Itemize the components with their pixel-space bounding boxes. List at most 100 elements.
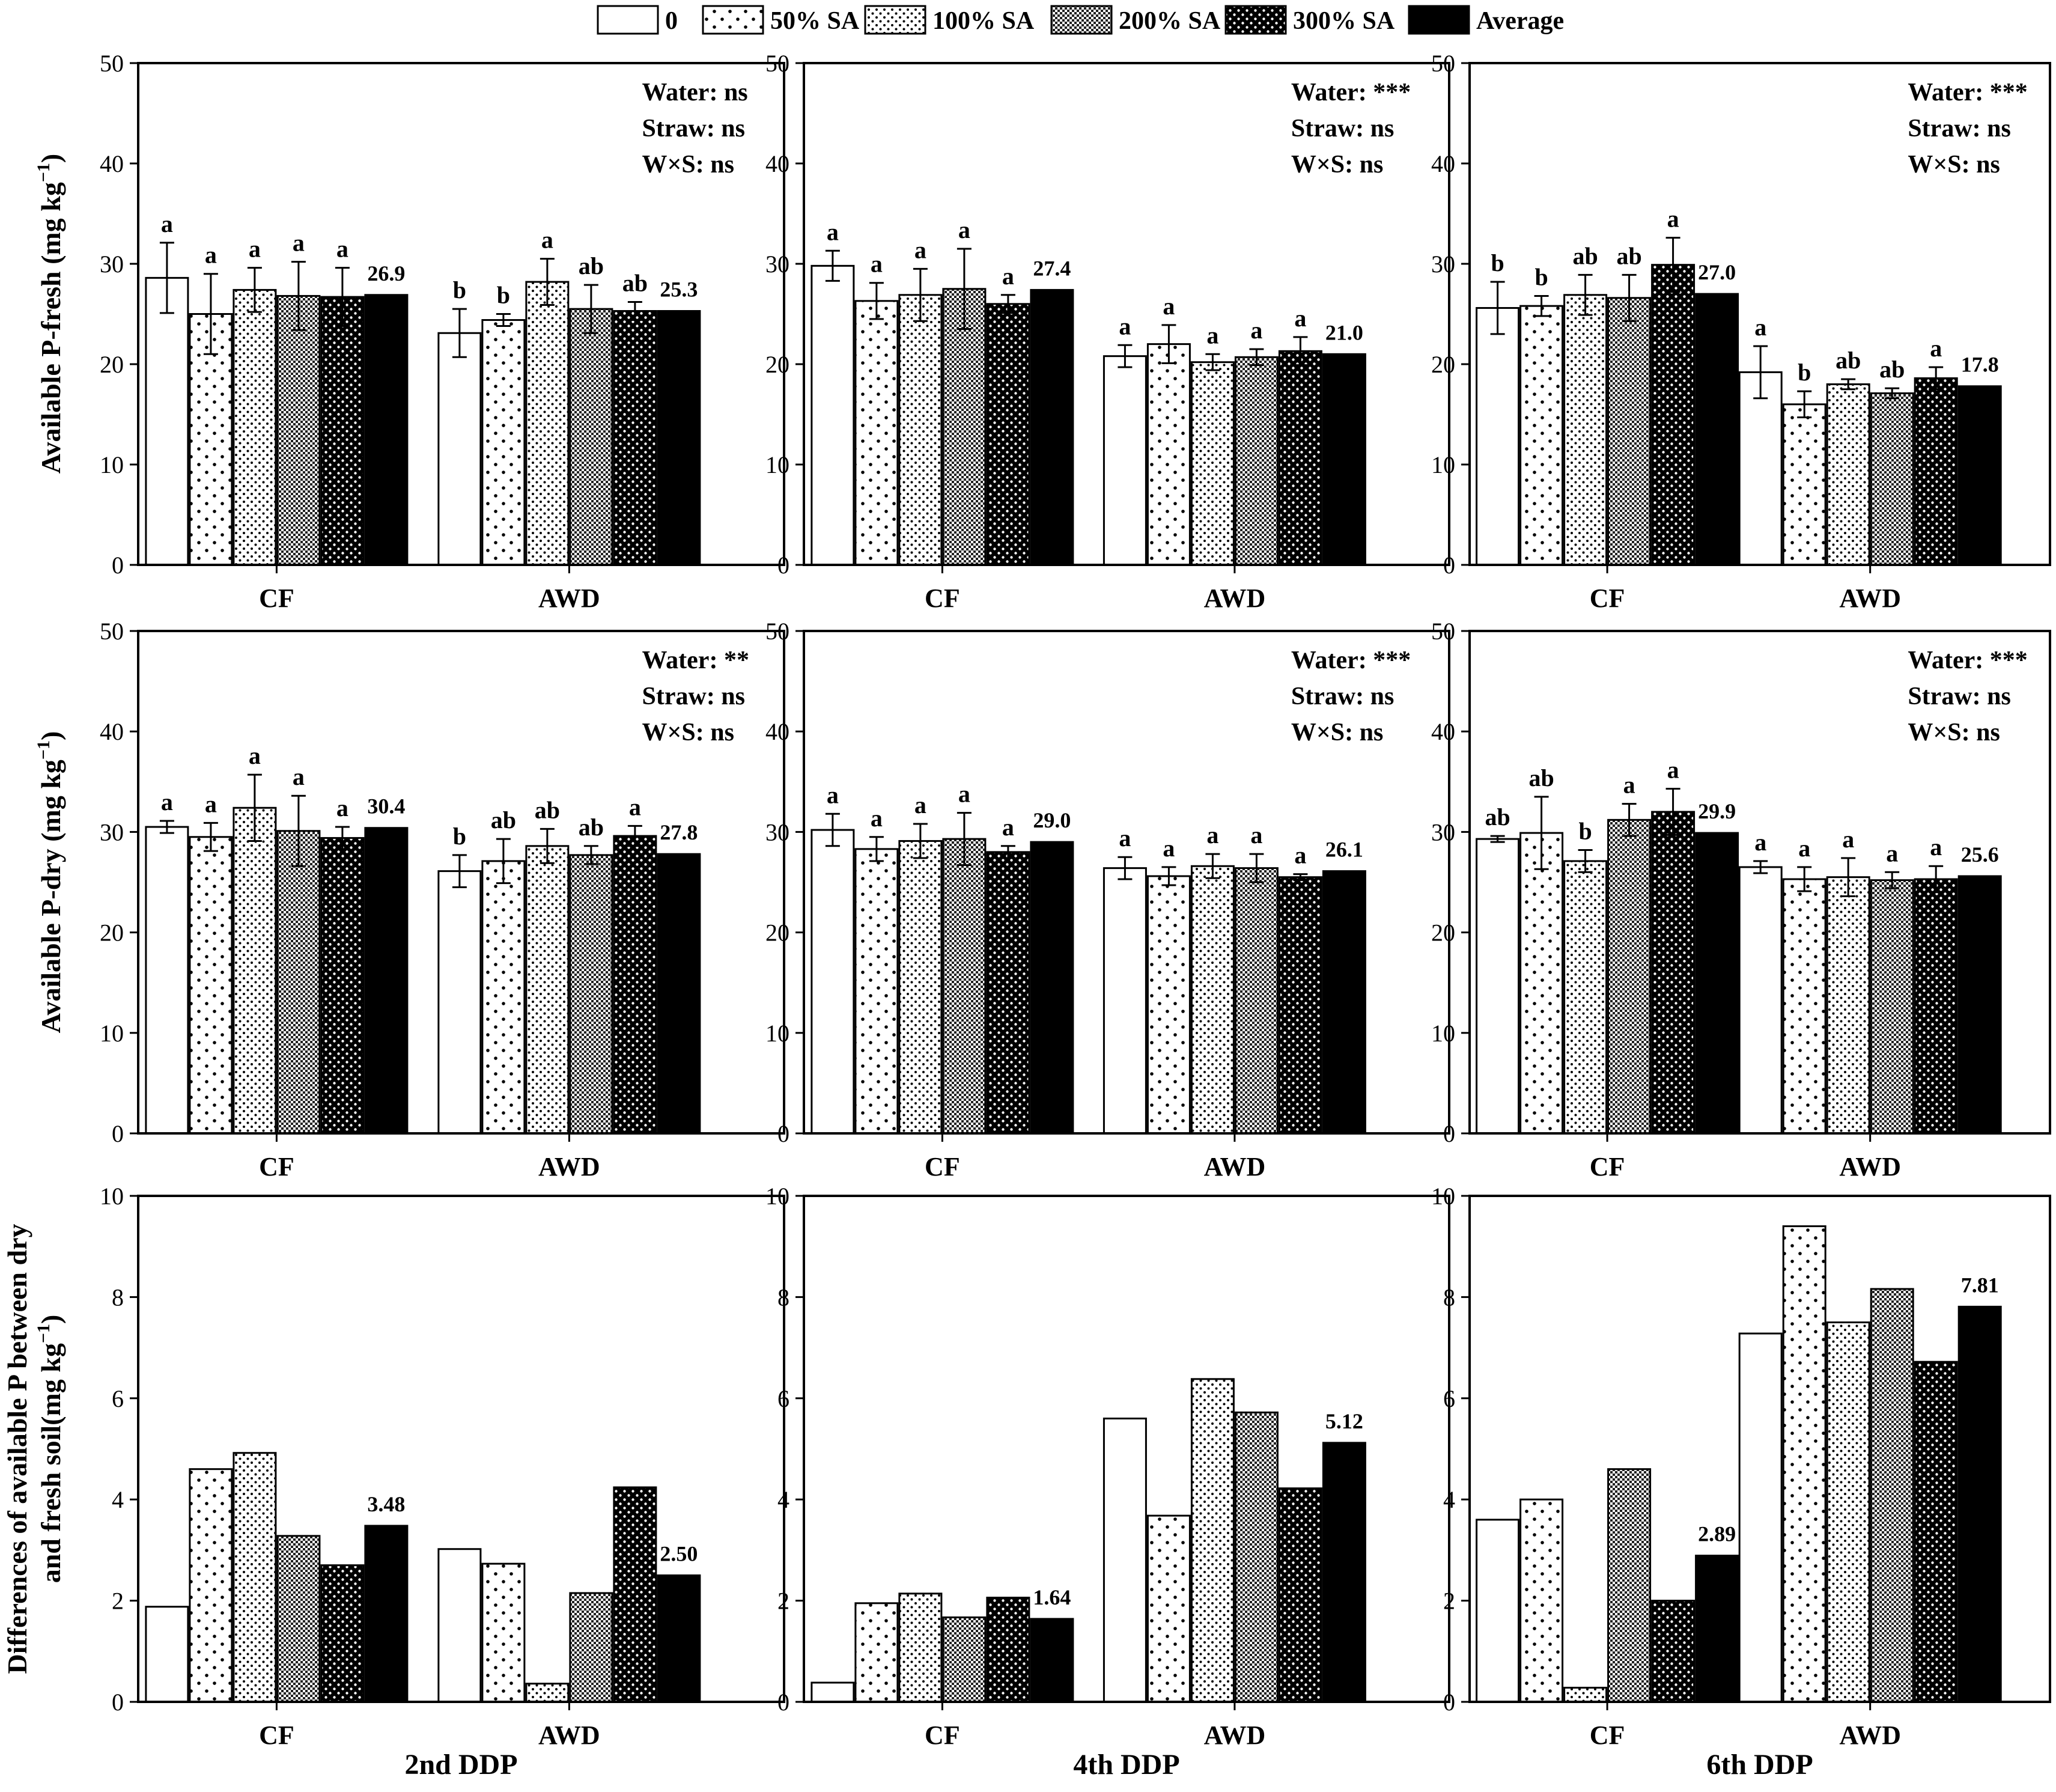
plot-frame (803, 1195, 1450, 1703)
bar-0-awd (437, 1548, 482, 1703)
y-tick-label: 10 (1431, 1183, 1455, 1210)
significance-letter: a (1002, 814, 1014, 841)
bar-100-sa-awd (525, 845, 570, 1135)
category-label-awd: AWD (538, 1720, 600, 1750)
y-tick-label: 8 (1443, 1284, 1455, 1311)
y-tick-label: 4 (777, 1486, 789, 1513)
y-tick-label: 2 (1443, 1588, 1455, 1615)
average-value-label: 27.4 (1033, 256, 1071, 280)
bar-200-sa-awd (569, 854, 613, 1135)
bar-0-awd (1738, 866, 1783, 1135)
bar-300-sa-awd (1278, 1487, 1322, 1703)
significance-letter: a (958, 781, 970, 808)
bar-average-awd (1322, 353, 1366, 566)
bar-200-sa-cf (942, 288, 987, 566)
bar-0-awd (1103, 355, 1147, 566)
stat-annotation: Water: *** (1908, 647, 2027, 674)
category-label-cf: CF (925, 1720, 960, 1750)
y-tick-label: 0 (777, 552, 789, 579)
stat-annotation: W×S: ns (1291, 151, 1383, 178)
significance-letter: ab (1879, 356, 1905, 383)
bar-300-sa-cf (1651, 1600, 1696, 1703)
bar-100-sa-cf (233, 806, 277, 1135)
bar-300-sa-awd (613, 835, 657, 1135)
average-value-label: 29.0 (1033, 808, 1071, 832)
significance-letter: b (1491, 249, 1504, 276)
y-tick-label: 40 (1431, 718, 1455, 745)
average-value-label: 27.8 (660, 820, 698, 844)
significance-letter: a (293, 763, 305, 790)
significance-letter: a (293, 230, 305, 257)
bar-300-sa-cf (986, 1597, 1030, 1703)
panel-2-2: 0 2 4 6 8 10 2.89 CF 7.81 AWD (1431, 1183, 2051, 1750)
category-label-cf: CF (1590, 1720, 1625, 1750)
bar-0-awd (1738, 1332, 1783, 1703)
bar-300-sa-cf (986, 851, 1030, 1135)
bar-average-awd (1322, 870, 1366, 1135)
significance-letter: a (827, 218, 839, 245)
bar-100-sa-cf (1563, 1686, 1608, 1703)
stat-annotation: Straw: ns (1908, 115, 2011, 142)
significance-letter: a (1930, 834, 1942, 861)
y-tick-label: 4 (1443, 1486, 1455, 1513)
y-tick-label: 50 (1431, 50, 1455, 77)
y-tick-label: 0 (1443, 1120, 1455, 1147)
significance-letter: a (1250, 317, 1262, 344)
bar-200-sa-cf (276, 830, 321, 1135)
bar-100-sa-awd (1826, 1321, 1870, 1703)
significance-letter: a (161, 210, 173, 237)
significance-letter: a (914, 236, 926, 263)
average-value-label: 26.1 (1325, 838, 1363, 862)
stat-annotation: Water: *** (1291, 647, 1411, 674)
significance-letter: ab (579, 814, 604, 841)
legend-label: 300% SA (1293, 7, 1395, 35)
bar-50-sa-cf (1519, 1498, 1564, 1703)
bar-average-awd (1957, 385, 2002, 566)
legend-label: 200% SA (1119, 7, 1221, 35)
significance-letter: a (629, 793, 641, 820)
y-tick-label: 10 (765, 1020, 789, 1047)
bar-100-sa-cf (233, 1452, 277, 1703)
average-value-label: 3.48 (367, 1492, 405, 1516)
y-tick-label: 30 (765, 818, 789, 846)
category-label-awd: AWD (1204, 1720, 1266, 1750)
significance-letter: ab (1616, 242, 1641, 269)
bar-average-cf (1695, 1555, 1739, 1703)
y-tick-label: 2 (112, 1588, 124, 1615)
y-tick-label: 10 (1431, 451, 1455, 478)
bar-100-sa-awd (1826, 876, 1870, 1135)
column-label-2: 4th DDP (1073, 1749, 1179, 1781)
y-tick-label: 4 (112, 1486, 124, 1513)
bar-0-cf (811, 264, 855, 566)
significance-letter: a (1250, 821, 1262, 849)
category-label-awd: AWD (538, 584, 600, 613)
bar-300-sa-cf (1651, 264, 1696, 566)
stat-annotation: Straw: ns (642, 115, 746, 142)
bar-200-sa-awd (1870, 392, 1914, 566)
bar-0-awd (1103, 867, 1147, 1135)
bar-300-sa-cf (320, 1564, 365, 1703)
stat-annotation: W×S: ns (642, 151, 734, 178)
bar-100-sa-cf (1563, 294, 1608, 566)
bar-0-cf (145, 1606, 189, 1703)
bar-50-sa-cf (854, 300, 899, 566)
average-value-label: 30.4 (367, 794, 405, 818)
average-value-label: 1.64 (1033, 1585, 1071, 1609)
average-value-label: 27.0 (1698, 260, 1736, 284)
significance-letter: a (1623, 772, 1635, 799)
y-tick-label: 10 (100, 1183, 124, 1210)
bar-200-sa-awd (1234, 356, 1279, 566)
bar-0-cf (1476, 306, 1520, 566)
significance-letter: a (1930, 335, 1942, 362)
bar-300-sa-cf (320, 837, 365, 1135)
stat-annotation: Water: *** (1291, 79, 1411, 106)
bar-50-sa-cf (854, 1602, 899, 1703)
significance-letter: a (249, 742, 261, 769)
bar-200-sa-cf (1607, 1468, 1652, 1703)
bar-average-cf (364, 294, 409, 566)
plot-frame (137, 1195, 785, 1703)
y-tick-label: 20 (1431, 351, 1455, 378)
y-tick-label: 6 (1443, 1385, 1455, 1412)
